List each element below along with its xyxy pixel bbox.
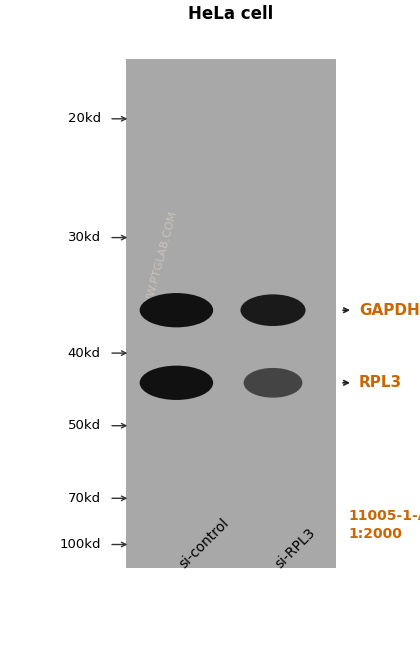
Ellipse shape (244, 368, 302, 398)
Ellipse shape (139, 366, 213, 400)
Text: 30kd: 30kd (68, 231, 101, 244)
Text: GAPDH: GAPDH (359, 303, 420, 317)
Text: HeLa cell: HeLa cell (189, 5, 273, 23)
Text: 11005-1-AP
1:2000: 11005-1-AP 1:2000 (349, 508, 420, 541)
Ellipse shape (240, 294, 306, 326)
Text: WWW.PTGLAB.COM: WWW.PTGLAB.COM (141, 210, 178, 318)
Text: 40kd: 40kd (68, 346, 101, 360)
Text: RPL3: RPL3 (359, 376, 402, 390)
Text: 100kd: 100kd (59, 538, 101, 551)
Text: 70kd: 70kd (68, 492, 101, 505)
Text: 20kd: 20kd (68, 112, 101, 125)
Text: si-control: si-control (176, 515, 232, 571)
Ellipse shape (139, 293, 213, 327)
Text: si-RPL3: si-RPL3 (273, 525, 318, 571)
Text: 50kd: 50kd (68, 419, 101, 432)
Bar (126, 59, 336, 568)
